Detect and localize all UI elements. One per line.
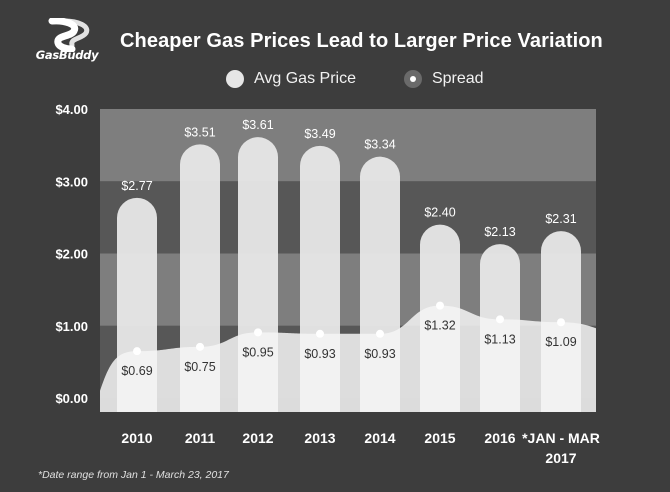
bar [180,144,220,412]
x-tick-label: *JAN - MAR 2017 [522,430,600,466]
spread-point [316,329,324,338]
spread-point [133,347,141,356]
legend-item-spread: Spread [403,70,484,88]
spread-value-label: $1.32 [424,319,455,333]
footnote: *Date range from Jan 1 - March 23, 2017 [38,469,229,481]
x-tick-label: 2010 [121,430,152,446]
band-1 [100,253,596,326]
spread-value-label: $0.93 [364,347,395,361]
legend: Avg Gas Price Spread [226,70,532,88]
x-tick-label: 2012 [242,430,273,446]
chart-title: Cheaper Gas Prices Lead to Larger Price … [120,30,603,52]
bar-value-label: $2.77 [121,179,152,193]
x-tick-label: 2016 [484,430,515,446]
spread-point [376,329,384,338]
y-tick-label: $2.00 [55,247,88,262]
spread-point [436,301,444,310]
x-tick-label: 2013 [304,430,335,446]
legend-avg-label: Avg Gas Price [254,70,356,87]
bar-value-label: $3.61 [242,118,273,132]
y-tick-label: $4.00 [55,102,88,117]
spread-value-label: $1.09 [545,335,576,349]
x-tick-label: 2011 [185,430,216,446]
bar-value-label: $2.40 [424,206,455,220]
y-tick-label: $3.00 [55,174,88,189]
bar-value-label: $2.13 [484,225,515,239]
logo-wordmark: GasBuddy [35,48,99,62]
spread-value-label: $0.95 [242,345,273,359]
spread-value-label: $0.93 [304,347,335,361]
band-2 [100,181,596,254]
gasbuddy-logo: GasBuddy [34,17,100,68]
spread-point [196,342,204,351]
legend-item-avg: Avg Gas Price [226,70,356,88]
gasbuddy-road-logo-icon [48,17,90,53]
x-tick-label: 2015 [424,430,455,446]
spread-point [254,328,262,337]
bar-value-label: $2.31 [545,212,576,226]
y-tick-label: $0.00 [55,391,88,406]
bar-value-label: $3.34 [364,138,395,152]
y-tick-label: $1.00 [55,319,88,334]
spread-point [557,318,565,327]
legend-spread-swatch [403,70,422,88]
band-3 [100,109,596,182]
legend-spread-label: Spread [431,70,484,87]
bar-value-label: $3.49 [304,127,335,141]
spread-point [496,315,504,324]
spread-value-label: $0.75 [184,360,215,374]
spread-value-label: $0.69 [121,364,152,378]
spread-value-label: $1.13 [484,332,515,346]
legend-avg-swatch [226,70,244,88]
bar-value-label: $3.51 [184,125,215,139]
x-tick-label: 2014 [364,430,395,446]
spread-area [100,305,596,412]
